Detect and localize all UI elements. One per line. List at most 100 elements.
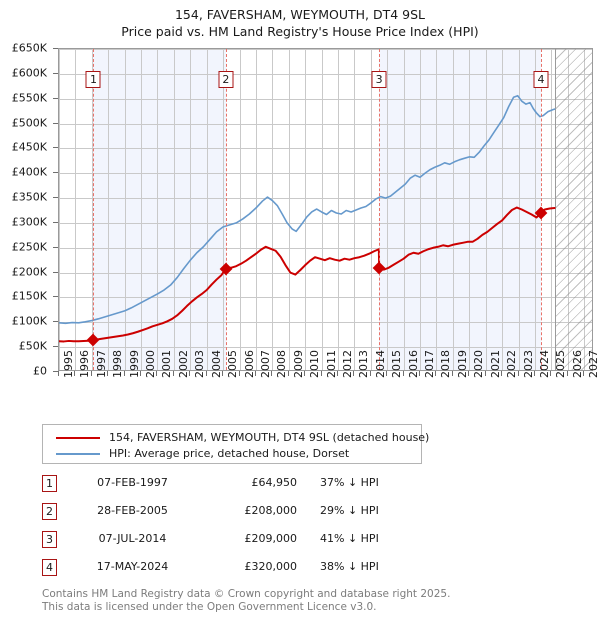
y-axis-tick-label: £450K xyxy=(11,140,47,154)
transactions-table: 1 07-FEB-1997 £64,950 37% ↓ HPI 2 28-FEB… xyxy=(42,472,442,584)
row-date: 17-MAY-2024 xyxy=(96,560,169,573)
x-axis-tick-label: 2007 xyxy=(258,350,272,378)
gridline-vertical xyxy=(337,49,339,370)
event-number-box[interactable]: 4 xyxy=(533,71,549,88)
gridline-vertical xyxy=(518,49,520,370)
x-axis-tick xyxy=(123,371,125,376)
x-axis-tick xyxy=(238,371,240,376)
gridline-vertical xyxy=(288,49,290,370)
x-axis-tick-label: 2013 xyxy=(357,350,371,378)
page-subtitle: Price paid vs. HM Land Registry's House … xyxy=(121,24,479,39)
x-axis-tick-label: 2004 xyxy=(209,350,223,378)
gridline-vertical xyxy=(305,49,307,370)
row-price: £209,000 xyxy=(244,532,298,545)
gridline-vertical xyxy=(534,49,536,370)
x-axis-tick-label: 2025 xyxy=(554,350,568,378)
gridline-vertical xyxy=(354,49,356,370)
x-axis-tick-label: 2024 xyxy=(537,350,551,378)
gridline-vertical xyxy=(370,49,372,370)
x-axis-tick xyxy=(287,371,289,376)
table-row: 4 17-MAY-2024 £320,000 38% ↓ HPI xyxy=(42,556,442,584)
x-axis-tick xyxy=(501,371,503,376)
x-axis-tick-label: 2008 xyxy=(275,350,289,378)
x-axis-tick-label: 2003 xyxy=(193,350,207,378)
x-axis-tick-label: 2014 xyxy=(373,350,387,378)
plot-canvas: 1 2 3 4 xyxy=(58,48,593,371)
x-axis-tick-label: 1999 xyxy=(127,350,141,378)
x-axis-tick xyxy=(271,371,273,376)
x-axis-tick-label: 2018 xyxy=(439,350,453,378)
gridline-vertical xyxy=(255,49,257,370)
gridline-vertical xyxy=(141,49,143,370)
gridline-horizontal xyxy=(59,272,592,274)
y-axis-tick xyxy=(53,97,58,99)
event-marker-line xyxy=(225,49,227,370)
x-axis-tick-label: 2022 xyxy=(505,350,519,378)
event-marker-line xyxy=(93,49,95,370)
y-axis-tick xyxy=(53,72,58,74)
gridline-horizontal xyxy=(59,198,592,200)
x-axis-tick xyxy=(419,371,421,376)
x-axis-tick-label: 1995 xyxy=(62,350,75,378)
y-axis-tick xyxy=(53,246,58,248)
y-axis-tick xyxy=(53,122,58,124)
y-axis-tick-label: £400K xyxy=(11,165,47,179)
y-axis-tick-label: £550K xyxy=(11,91,47,105)
x-axis-tick-label: 2020 xyxy=(472,350,486,378)
y-axis-tick xyxy=(53,147,58,149)
gridline-vertical xyxy=(124,49,126,370)
gridline-vertical xyxy=(403,49,405,370)
gridline-vertical xyxy=(223,49,225,370)
row-hpi-delta: 29% ↓ HPI xyxy=(320,504,379,517)
x-axis-tick xyxy=(369,371,371,376)
x-axis-tick-label: 2005 xyxy=(226,350,240,378)
row-number-badge: 2 xyxy=(42,503,57,520)
row-date: 28-FEB-2005 xyxy=(97,504,168,517)
x-axis-tick xyxy=(484,371,486,376)
gridline-vertical xyxy=(157,49,159,370)
gridline-horizontal xyxy=(59,148,592,150)
y-axis-tick-label: £0 xyxy=(33,364,47,378)
gridline-vertical xyxy=(485,49,487,370)
y-axis-tick-label: £250K xyxy=(11,240,47,254)
gridline-horizontal xyxy=(59,247,592,249)
x-axis-tick-label: 2019 xyxy=(455,350,469,378)
row-price: £64,950 xyxy=(251,476,298,489)
gridline-vertical xyxy=(173,49,175,370)
x-axis-tick xyxy=(566,371,568,376)
event-number-box[interactable]: 1 xyxy=(85,71,101,88)
legend-swatch-hpi xyxy=(56,452,100,455)
gridline-horizontal xyxy=(59,73,592,75)
line-price-paid xyxy=(59,206,556,343)
x-axis-tick xyxy=(336,371,338,376)
x-axis-tick-label: 2006 xyxy=(242,350,256,378)
legend-item-price-paid: 154, FAVERSHAM, WEYMOUTH, DT4 9SL (detac… xyxy=(43,430,429,445)
row-date: 07-FEB-1997 xyxy=(97,476,168,489)
gridline-vertical xyxy=(206,49,208,370)
x-axis-tick xyxy=(533,371,535,376)
x-axis-tick-label: 2000 xyxy=(144,350,158,378)
x-axis-tick xyxy=(304,371,306,376)
y-axis-tick xyxy=(53,296,58,298)
y-axis-tick-label: £50K xyxy=(18,339,47,353)
y-axis-tick xyxy=(53,221,58,223)
y-axis-tick xyxy=(53,197,58,199)
y-axis-tick-label: £100K xyxy=(11,314,47,328)
x-axis-tick-label: 2027 xyxy=(587,350,600,378)
x-axis-tick xyxy=(435,371,437,376)
row-price: £208,000 xyxy=(244,504,298,517)
legend-label-hpi: HPI: Average price, detached house, Dors… xyxy=(109,447,350,460)
y-axis-tick xyxy=(53,48,58,49)
row-number-badge: 3 xyxy=(42,531,57,548)
legend-swatch-price-paid xyxy=(56,436,100,439)
gridline-horizontal xyxy=(59,322,592,324)
x-axis-tick xyxy=(222,371,224,376)
footer-line-1: Contains HM Land Registry data © Crown c… xyxy=(42,588,451,600)
x-axis-tick-label: 1997 xyxy=(94,350,108,378)
x-axis-tick xyxy=(386,371,388,376)
event-number-box[interactable]: 2 xyxy=(218,71,234,88)
gridline-vertical xyxy=(59,49,60,370)
event-number-box[interactable]: 3 xyxy=(371,71,387,88)
x-axis-tick xyxy=(583,371,585,376)
x-axis-tick xyxy=(140,371,142,376)
